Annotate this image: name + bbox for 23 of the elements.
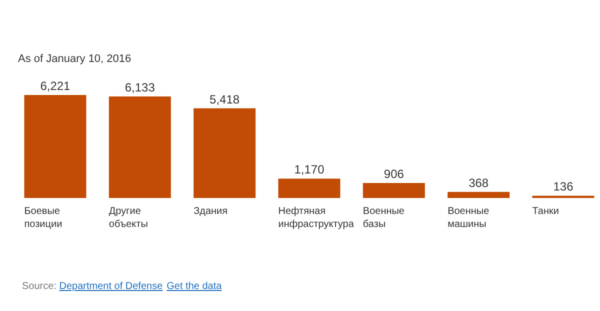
bar xyxy=(278,178,340,198)
data-label: 5,418 xyxy=(210,92,240,106)
data-label: 6,133 xyxy=(124,80,156,94)
x-tick-label: Военные базы xyxy=(362,206,405,230)
data-label: 136 xyxy=(553,180,574,194)
x-tick-label: Танки xyxy=(532,206,559,217)
chart-title: As of January 10, 2016 xyxy=(18,53,132,65)
data-label: 906 xyxy=(384,167,404,181)
bar xyxy=(194,108,256,198)
source-note: Source: Department of Defense xyxy=(22,281,164,292)
x-tick-label: Здания xyxy=(194,206,228,217)
text: Get the data xyxy=(166,281,222,292)
bar xyxy=(108,96,171,198)
x-tick-label: Другие объекты xyxy=(108,206,148,230)
bar xyxy=(362,183,425,198)
data-label: 6,221 xyxy=(40,79,71,93)
x-tick-label: Нефтяная инфраструктура xyxy=(278,206,354,230)
bar xyxy=(448,192,510,198)
x-tick-label: Военные машины xyxy=(448,206,490,230)
data-label: 1,170 xyxy=(294,162,325,177)
bar xyxy=(24,95,86,198)
data-label: 368 xyxy=(468,176,489,190)
x-tick-label: Боевые позиции xyxy=(24,206,62,230)
